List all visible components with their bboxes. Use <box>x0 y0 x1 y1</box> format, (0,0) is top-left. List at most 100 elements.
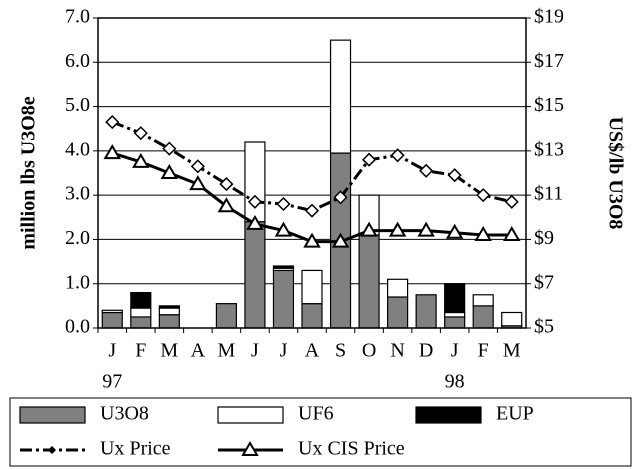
year-label: 98 <box>445 371 465 393</box>
line <box>111 120 513 213</box>
x-tick-label: J <box>108 340 116 362</box>
y-tick-label: 0.0 <box>65 316 90 338</box>
bar <box>415 294 437 329</box>
line-marker <box>276 196 291 212</box>
line-marker <box>333 190 348 205</box>
line-marker <box>304 203 320 218</box>
x-tick-label: N <box>390 340 404 362</box>
bar <box>272 265 295 269</box>
x-tick-label: A <box>305 340 320 362</box>
line-marker <box>133 126 148 141</box>
bar <box>301 303 323 329</box>
line-marker <box>360 221 378 237</box>
x-tick-label: O <box>362 340 376 362</box>
y2-tick-label: $19 <box>534 6 564 28</box>
legend-label: Ux CIS Price <box>298 438 405 460</box>
year-label: 97 <box>102 371 122 393</box>
line-marker <box>445 223 464 239</box>
line-marker <box>274 221 293 237</box>
x-tick-label: D <box>419 340 433 362</box>
line-marker <box>105 115 120 130</box>
bar <box>444 311 466 318</box>
bar <box>387 278 409 298</box>
line-marker <box>303 232 321 248</box>
y-axis-title: million lbs U3O8e <box>18 96 40 249</box>
bar <box>301 269 323 305</box>
line-marker <box>103 144 122 160</box>
line-marker <box>502 226 521 241</box>
x-tick-label: F <box>478 340 489 362</box>
line-marker <box>331 232 350 248</box>
y2-tick-label: $11 <box>534 183 563 205</box>
legend-swatch <box>217 406 284 424</box>
bar <box>130 291 152 309</box>
bar <box>444 283 466 314</box>
bar <box>244 141 266 223</box>
line-marker <box>246 214 264 230</box>
line-marker <box>190 159 205 174</box>
legend-marker <box>241 441 259 456</box>
bar <box>329 39 352 154</box>
bar <box>130 316 152 329</box>
y-tick-label: 5.0 <box>65 94 90 116</box>
legend-marker <box>48 446 56 454</box>
legend-label: U3O8 <box>100 403 149 425</box>
bar <box>472 305 494 329</box>
line-marker <box>362 152 377 167</box>
x-tick-label: J <box>280 340 288 362</box>
y2-axis-title: US$/lb U3O8 <box>604 117 626 230</box>
bar <box>130 307 152 318</box>
bar <box>472 294 494 307</box>
line-marker <box>160 164 179 179</box>
y-tick-label: 7.0 <box>65 6 90 28</box>
bar <box>158 314 180 329</box>
line-marker <box>388 221 407 237</box>
line-marker <box>390 148 405 163</box>
y2-tick-label: $13 <box>534 138 564 160</box>
plot-border <box>97 17 527 329</box>
y-tick-label: 3.0 <box>65 183 90 205</box>
bar <box>358 234 380 329</box>
legend-label: EUP <box>496 403 534 425</box>
x-tick-label: M <box>160 340 178 362</box>
y2-tick-label: $5 <box>534 316 554 338</box>
legend-label: UF6 <box>298 403 334 425</box>
line-marker <box>474 226 492 241</box>
x-tick-label: A <box>191 340 206 362</box>
bar <box>244 221 266 329</box>
x-tick-label: J <box>451 340 459 362</box>
y2-tick-label: $15 <box>534 94 564 116</box>
legend-box <box>9 397 632 467</box>
y-tick-label: 6.0 <box>65 50 90 72</box>
y-tick-label: 4.0 <box>65 138 90 160</box>
legend-swatch <box>415 406 482 424</box>
x-tick-label: J <box>251 340 259 362</box>
y2-tick-label: $7 <box>534 271 554 293</box>
line-marker <box>447 168 462 183</box>
legend-label: Ux Price <box>100 438 171 460</box>
bar <box>158 307 180 316</box>
x-tick-label: M <box>218 340 236 362</box>
line-marker <box>417 221 435 237</box>
bar <box>387 296 409 329</box>
y2-tick-label: $17 <box>534 50 564 72</box>
y-tick-label: 2.0 <box>65 227 90 249</box>
legend-swatch <box>19 406 86 424</box>
bar <box>501 311 523 327</box>
bar <box>158 305 180 309</box>
line-marker <box>189 175 207 191</box>
bar <box>272 269 295 329</box>
bar <box>444 316 466 329</box>
line-marker <box>476 188 491 203</box>
bar <box>215 303 237 329</box>
line-marker <box>504 194 519 209</box>
line-marker <box>247 194 262 209</box>
line <box>111 151 512 244</box>
x-tick-label: S <box>335 340 346 362</box>
line-marker <box>217 197 236 213</box>
x-tick-label: F <box>135 340 146 362</box>
y2-tick-label: $9 <box>534 227 554 249</box>
y-tick-label: 1.0 <box>65 271 90 293</box>
line-marker <box>219 177 234 192</box>
